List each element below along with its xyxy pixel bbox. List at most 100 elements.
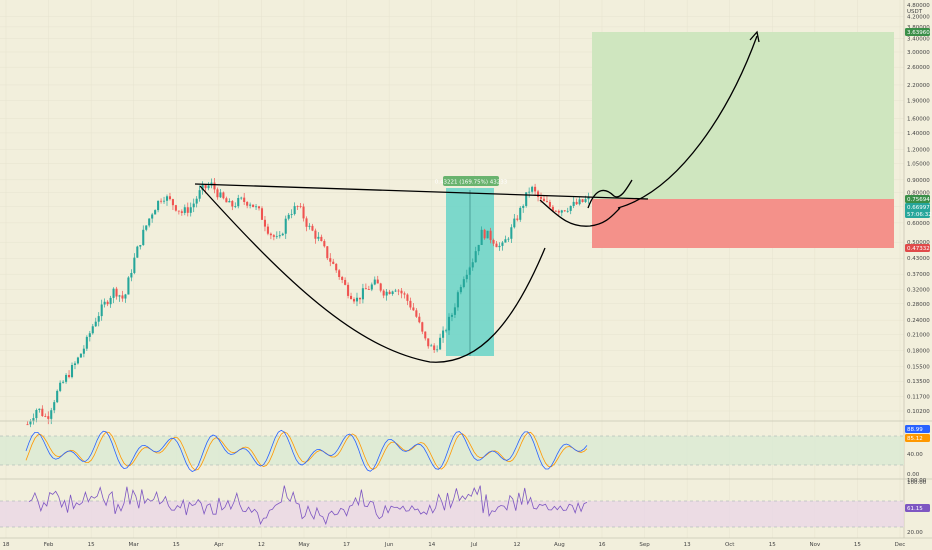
candle-body[interactable] [284, 218, 287, 234]
candle-body[interactable] [326, 246, 329, 259]
candle-body[interactable] [537, 191, 540, 197]
candle-body[interactable] [459, 287, 462, 293]
neckline[interactable] [194, 183, 649, 200]
candle-body[interactable] [97, 316, 100, 322]
candle-body[interactable] [130, 272, 133, 278]
candle-body[interactable] [560, 210, 563, 213]
candle-body[interactable] [569, 205, 572, 211]
candle-body[interactable] [121, 295, 124, 299]
candle-body[interactable] [151, 214, 154, 219]
candle-body[interactable] [400, 290, 403, 294]
candle-body[interactable] [70, 364, 74, 378]
candle-body[interactable] [578, 199, 581, 205]
candle-body[interactable] [551, 206, 554, 211]
candle-body[interactable] [168, 196, 172, 200]
candle-body[interactable] [198, 190, 201, 199]
candle-body[interactable] [222, 192, 225, 199]
stoch-k-line[interactable] [25, 429, 588, 472]
candle-body[interactable] [323, 241, 326, 247]
candle-body[interactable] [249, 204, 252, 206]
candle-body[interactable] [424, 331, 427, 339]
candle-body[interactable] [183, 207, 186, 213]
candle-body[interactable] [174, 205, 177, 211]
candle-body[interactable] [177, 210, 180, 212]
candle-body[interactable] [370, 284, 373, 290]
candle-body[interactable] [492, 239, 495, 244]
candle-body[interactable] [406, 294, 409, 301]
candle-body[interactable] [231, 201, 234, 207]
candle-body[interactable] [344, 279, 347, 285]
candle-body[interactable] [433, 345, 436, 350]
candle-body[interactable] [513, 218, 516, 228]
candle-body[interactable] [557, 210, 560, 213]
candle-body[interactable] [462, 279, 465, 288]
candle-body[interactable] [246, 201, 249, 206]
candle-body[interactable] [341, 277, 344, 280]
candle-body[interactable] [237, 198, 240, 207]
candle-body[interactable] [444, 330, 448, 332]
candle-body[interactable] [103, 301, 106, 305]
candle-body[interactable] [142, 229, 145, 246]
candle-body[interactable] [364, 288, 367, 290]
candle-body[interactable] [355, 297, 359, 302]
candle-body[interactable] [311, 225, 314, 231]
candle-body[interactable] [189, 207, 192, 213]
candle-body[interactable] [477, 244, 480, 252]
candle-body[interactable] [572, 201, 575, 206]
candle-body[interactable] [234, 206, 237, 208]
stop-zone[interactable] [592, 199, 894, 248]
candle-body[interactable] [281, 233, 284, 236]
candle-body[interactable] [504, 239, 507, 243]
candle-body[interactable] [471, 262, 474, 268]
candle-body[interactable] [124, 294, 127, 299]
candle-body[interactable] [269, 233, 272, 236]
candle-body[interactable] [35, 409, 38, 419]
candle-body[interactable] [29, 421, 32, 425]
candle-body[interactable] [332, 261, 335, 264]
candle-body[interactable] [418, 316, 421, 323]
candle-body[interactable] [379, 283, 382, 291]
candle-body[interactable] [112, 288, 115, 298]
candle-body[interactable] [302, 206, 305, 219]
candle-body[interactable] [127, 277, 130, 295]
candle-body[interactable] [240, 197, 243, 199]
candle-body[interactable] [391, 291, 394, 295]
candle-body[interactable] [507, 238, 510, 240]
candle-body[interactable] [59, 382, 62, 391]
candle-body[interactable] [299, 206, 302, 207]
candle-body[interactable] [53, 402, 56, 411]
candle-body[interactable] [100, 304, 103, 317]
candle-body[interactable] [162, 200, 166, 202]
candle-body[interactable] [436, 349, 439, 351]
candle-body[interactable] [587, 196, 590, 200]
candle-body[interactable] [483, 229, 486, 239]
candle-body[interactable] [278, 235, 281, 237]
candle-body[interactable] [79, 353, 82, 358]
candle-body[interactable] [56, 390, 59, 403]
candle-body[interactable] [528, 191, 531, 193]
candle-body[interactable] [44, 416, 47, 417]
candle-body[interactable] [136, 246, 139, 258]
candle-body[interactable] [394, 290, 397, 292]
candle-body[interactable] [329, 258, 332, 262]
candle-body[interactable] [228, 201, 231, 203]
candle-body[interactable] [88, 333, 91, 337]
candle-body[interactable] [91, 326, 94, 334]
candle-body[interactable] [468, 267, 471, 275]
candle-body[interactable] [47, 416, 50, 419]
time-axis[interactable]: 18 Feb 15 Mar 15 Apr 12 May 17 Jun 14 Jul 12 Aug 16 Sep… [3, 542, 906, 548]
candle-body[interactable] [115, 288, 118, 297]
candle-body[interactable] [94, 321, 97, 327]
candle-body[interactable] [225, 198, 228, 203]
candle-body[interactable] [320, 236, 323, 242]
candle-body[interactable] [376, 279, 379, 284]
candle-body[interactable] [486, 230, 489, 239]
candle-body[interactable] [180, 211, 183, 213]
candle-body[interactable] [442, 330, 445, 338]
rsi-line[interactable] [28, 485, 588, 526]
candle-body[interactable] [243, 197, 246, 202]
candle-body[interactable] [50, 410, 53, 419]
candle-body[interactable] [154, 210, 157, 215]
candle-body[interactable] [293, 206, 296, 215]
projection-arrow[interactable] [617, 35, 758, 209]
